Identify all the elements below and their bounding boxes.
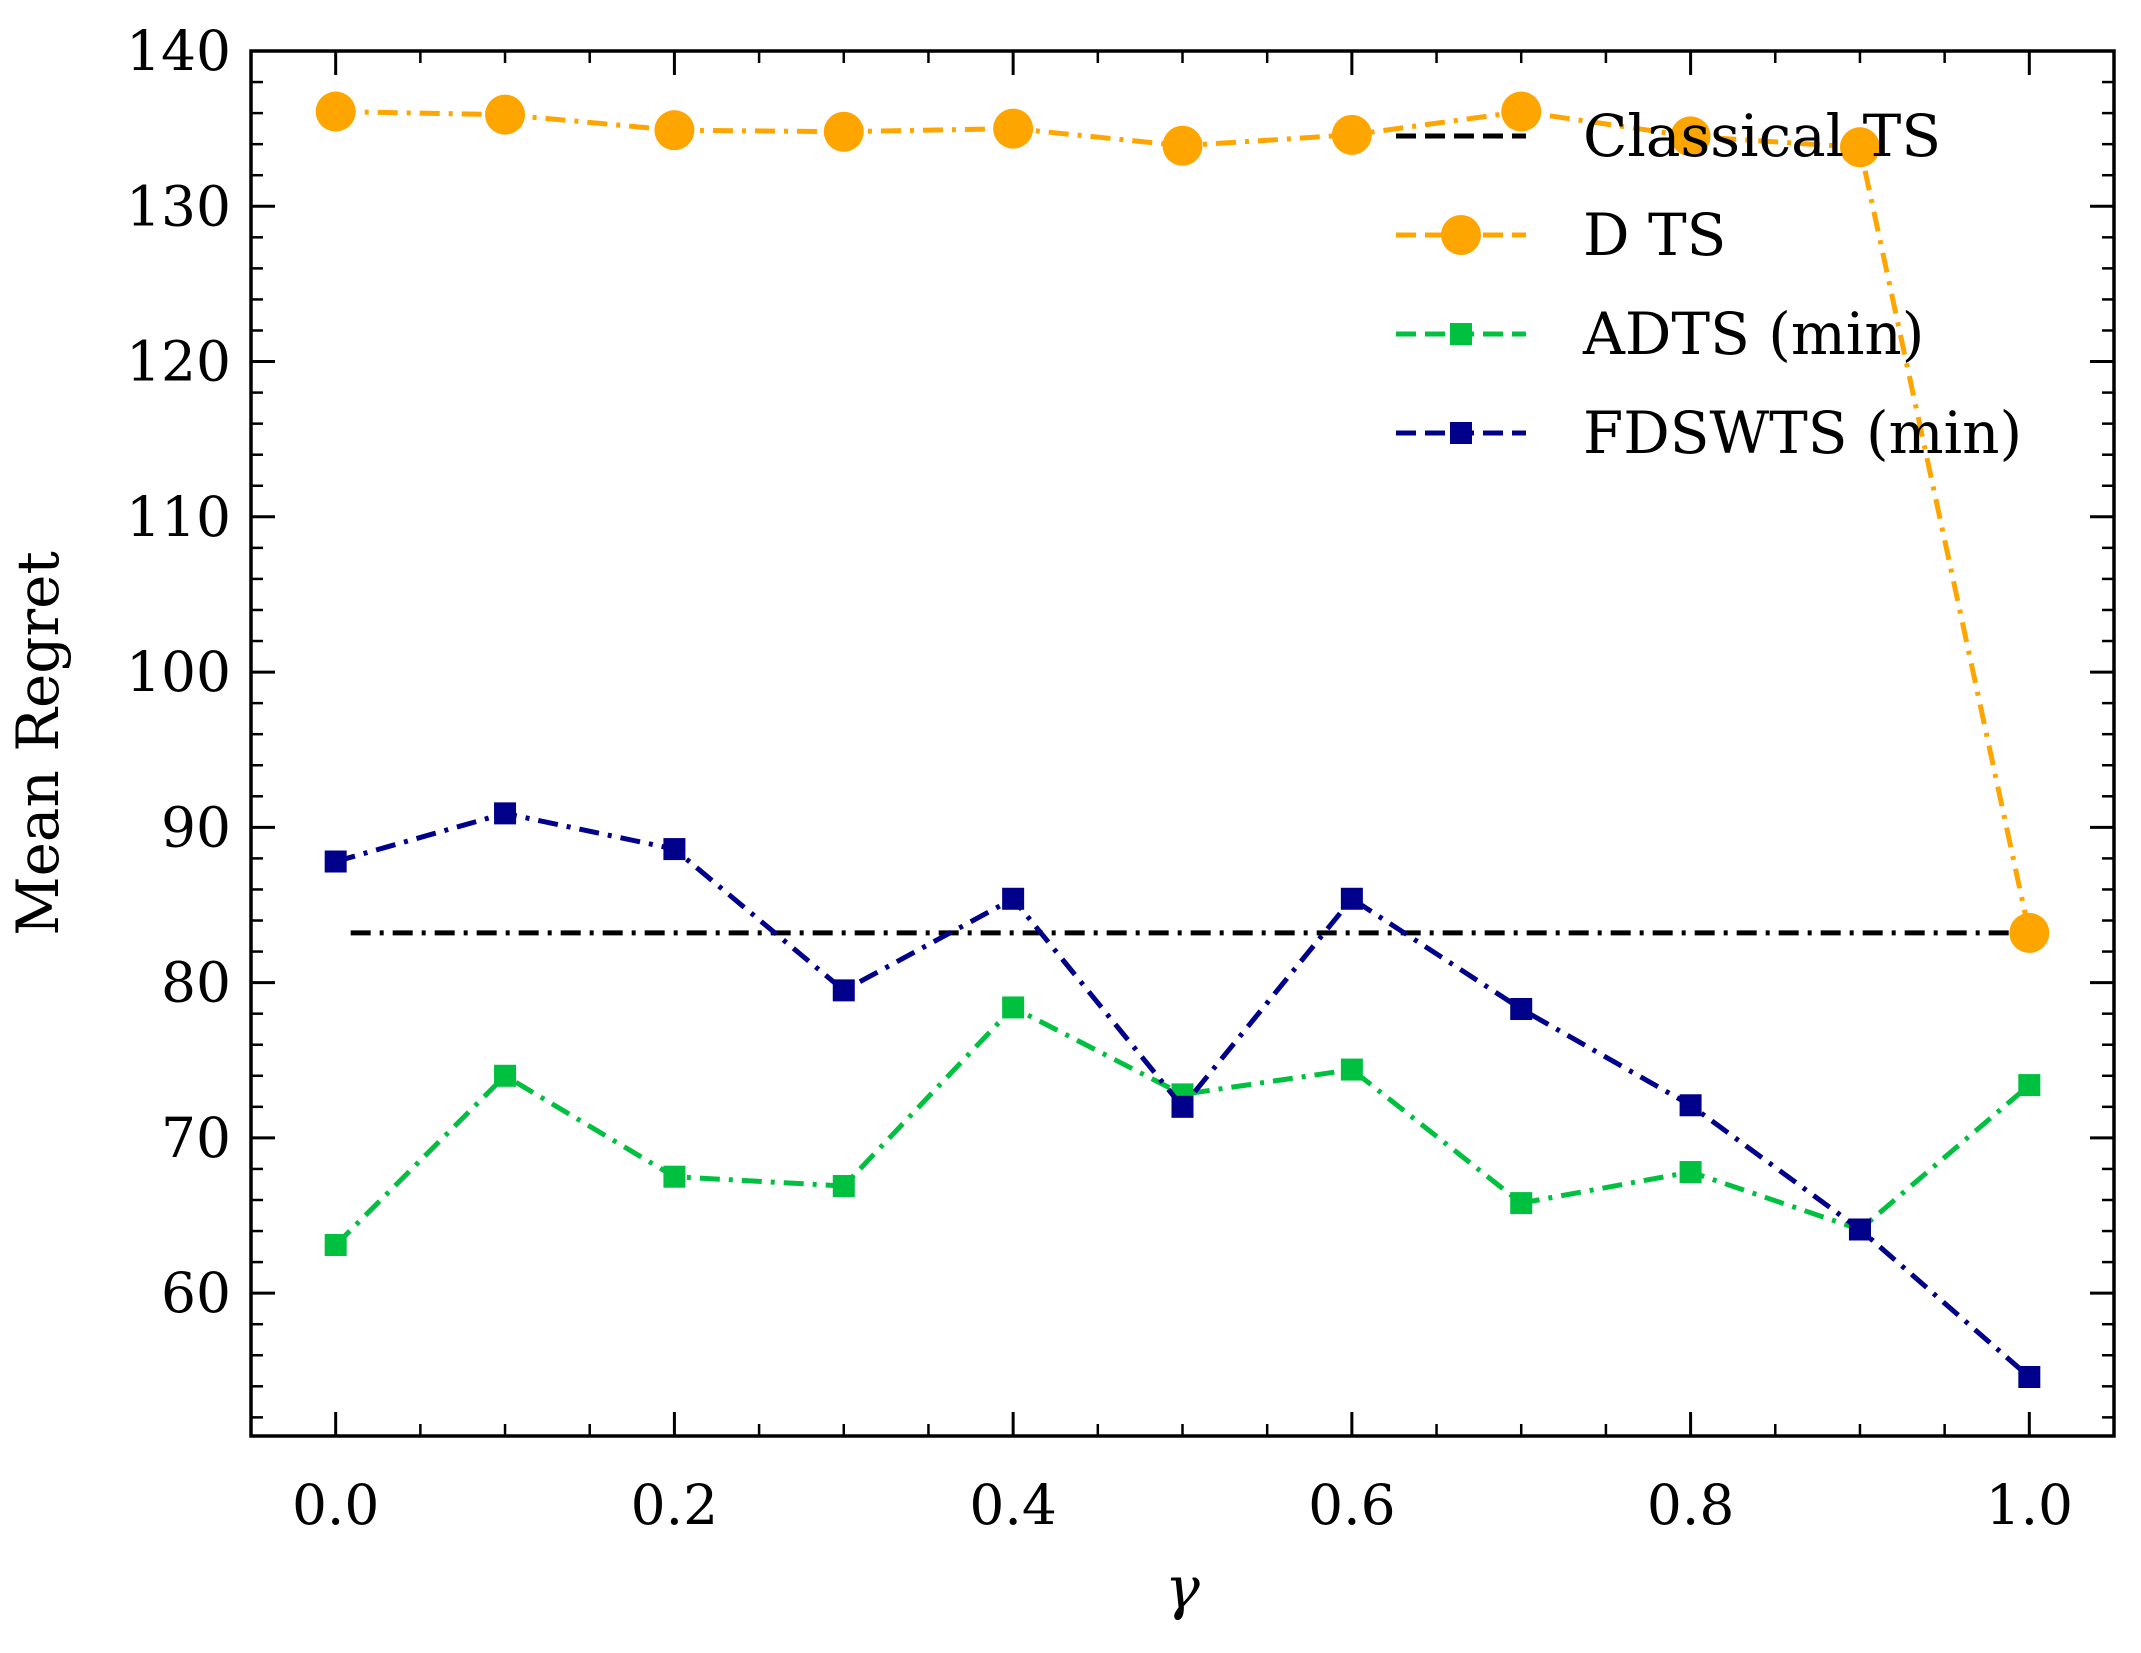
x-tick-label: 0.0 xyxy=(292,1473,379,1537)
x-tick-label: 1.0 xyxy=(1986,1473,2073,1537)
legend: Classical TS D TS ADTS (min) FDSWTS (min) xyxy=(1396,102,2022,467)
y-tick-label: 140 xyxy=(126,19,231,83)
data-point xyxy=(1171,1095,1194,1118)
y-tick-label: 110 xyxy=(126,485,231,549)
data-point xyxy=(1501,91,1542,132)
data-point xyxy=(1670,116,1711,157)
data-point xyxy=(832,1175,855,1198)
series-adts-min xyxy=(324,996,2041,1257)
legend-label: ADTS (min) xyxy=(1582,300,1924,368)
data-point xyxy=(832,979,855,1002)
data-point xyxy=(1340,1058,1363,1081)
data-point xyxy=(1510,998,1533,1021)
data-point xyxy=(494,1064,517,1087)
y-tick-label: 60 xyxy=(161,1261,231,1325)
data-point xyxy=(485,94,526,135)
y-tick-label: 70 xyxy=(161,1106,231,1170)
data-point xyxy=(1679,1094,1702,1117)
series-fdswts-min xyxy=(324,802,2041,1388)
legend-label: FDSWTS (min) xyxy=(1583,399,2022,467)
data-point xyxy=(324,1234,347,1257)
y-tick-label: 120 xyxy=(126,330,231,394)
legend-marker xyxy=(1450,323,1472,345)
legend-marker xyxy=(1450,422,1472,444)
legend-item: Classical TS xyxy=(1396,102,1941,170)
legend-item: D TS xyxy=(1396,201,1726,269)
data-point xyxy=(993,108,1034,149)
data-point xyxy=(663,1165,686,1188)
x-tick-label: 0.2 xyxy=(631,1473,718,1537)
legend-label: D TS xyxy=(1583,201,1726,269)
data-point xyxy=(823,111,864,152)
y-tick-label: 90 xyxy=(161,795,231,859)
data-point xyxy=(324,850,347,873)
x-tick-label: 0.6 xyxy=(1308,1473,1395,1537)
data-point xyxy=(2009,912,2050,953)
y-tick-label: 100 xyxy=(126,640,231,704)
legend-label: Classical TS xyxy=(1583,102,1941,170)
data-point xyxy=(315,91,356,132)
series-line-fdswts-min xyxy=(335,810,2031,1379)
data-point xyxy=(1839,127,1880,168)
data-point xyxy=(494,802,517,825)
x-axis-label: γ xyxy=(1165,1554,1200,1622)
y-axis-label: Mean Regret xyxy=(4,551,72,936)
data-point xyxy=(2018,1074,2041,1097)
data-point xyxy=(663,838,686,861)
data-point xyxy=(1002,996,1025,1019)
data-point xyxy=(1162,125,1203,166)
legend-item: FDSWTS (min) xyxy=(1396,399,2022,467)
data-point xyxy=(654,110,695,151)
data-point xyxy=(1340,887,1363,910)
series-d-ts xyxy=(315,91,2050,953)
legend-marker xyxy=(1441,215,1481,255)
data-point xyxy=(1848,1218,1871,1241)
axes-layer: 0.0 0.2 0.4 0.6 0.8 1.0 60 70 80 90 100 110 120 130 14… xyxy=(126,19,2116,1537)
series-layer xyxy=(315,91,2050,1388)
y-tick-label: 80 xyxy=(161,951,231,1015)
data-point xyxy=(2018,1365,2041,1388)
x-tick-label: 0.4 xyxy=(969,1473,1056,1537)
legend-item: ADTS (min) xyxy=(1396,300,1924,368)
data-point xyxy=(1331,114,1372,155)
data-point xyxy=(1002,887,1025,910)
data-point xyxy=(1679,1161,1702,1184)
y-tick-label: 130 xyxy=(126,174,231,238)
data-point xyxy=(1510,1192,1533,1215)
x-tick-label: 0.8 xyxy=(1647,1473,1734,1537)
